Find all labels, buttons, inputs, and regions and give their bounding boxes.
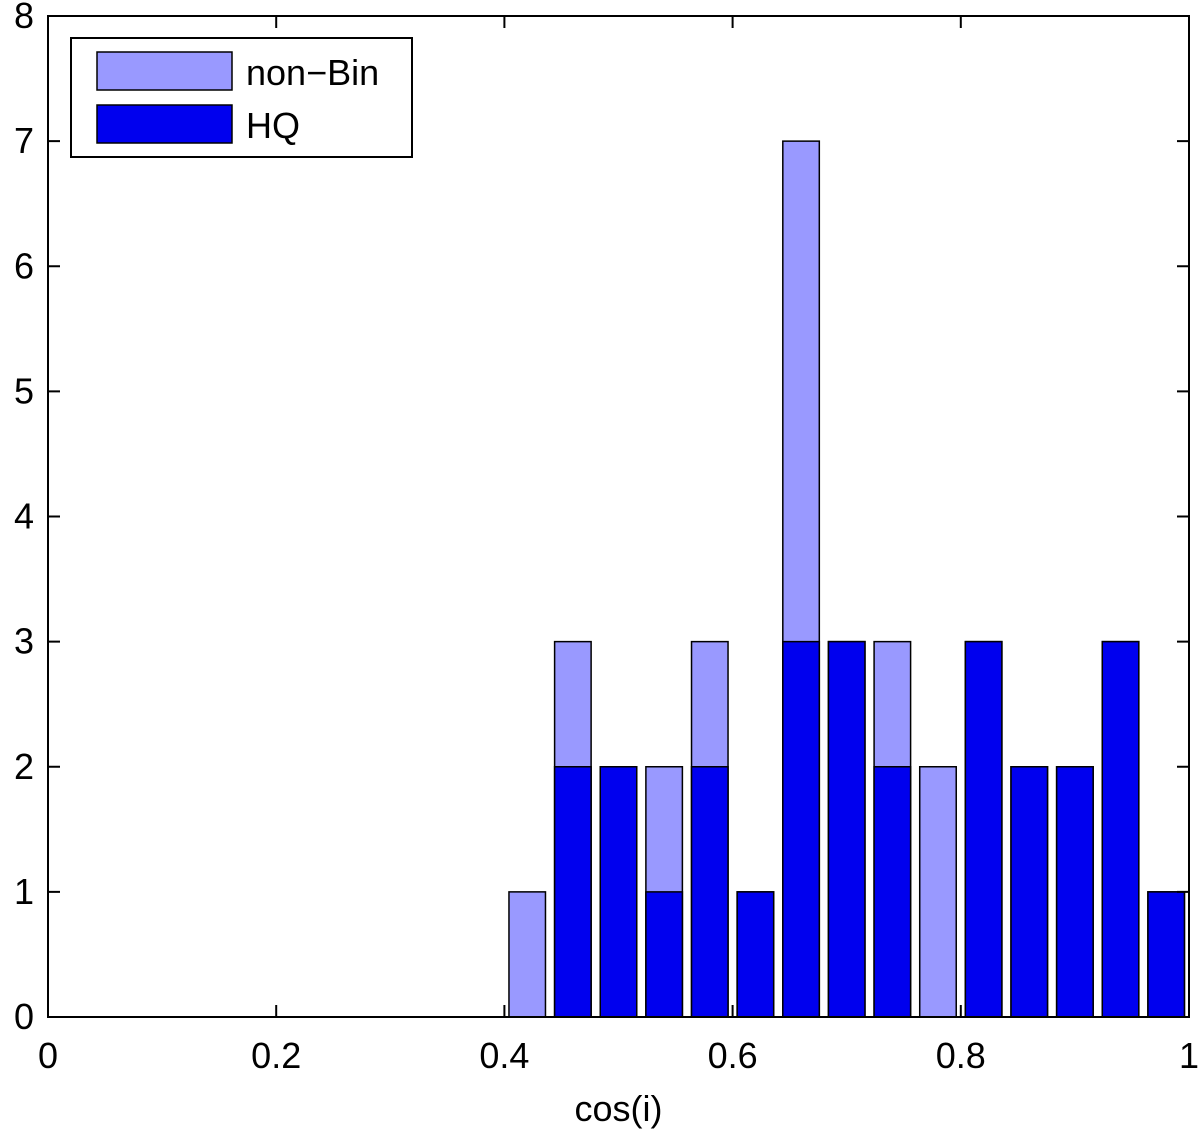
y-tick-label-0: 0 (14, 996, 34, 1037)
bar-hq-2 (599, 766, 638, 1018)
bar-hq-5 (736, 891, 775, 1018)
bar-hq-13 (1101, 640, 1140, 1018)
legend-swatch-non-bin (96, 51, 233, 91)
legend: non−Bin HQ (70, 37, 413, 158)
y-tick-label-6: 6 (14, 245, 34, 286)
y-tick-label-3: 3 (14, 621, 34, 662)
ticks-layer: 0 0.2 0.4 0.6 0.8 1 0 1 2 3 4 5 6 7 8 (14, 0, 1199, 1076)
y-tick-label-2: 2 (14, 746, 34, 787)
x-tick-label-1: 0.2 (251, 1035, 301, 1076)
y-tick-label-5: 5 (14, 370, 34, 411)
y-tick-label-8: 8 (14, 0, 34, 36)
y-tick-label-4: 4 (14, 496, 34, 537)
bar-hq-6 (782, 640, 821, 1018)
x-tick-label-5: 1 (1179, 1035, 1199, 1076)
legend-swatch-hq (96, 104, 233, 144)
bar-hq-3 (645, 891, 684, 1018)
bar-non-bin-0 (508, 891, 547, 1018)
bar-hq-14 (1147, 891, 1186, 1018)
bars-layer (508, 140, 1186, 1018)
x-tick-label-4: 0.8 (936, 1035, 986, 1076)
x-tick-label-3: 0.6 (708, 1035, 758, 1076)
bar-non-bin-9 (918, 766, 957, 1018)
bar-hq-1 (553, 766, 592, 1018)
x-tick-label-2: 0.4 (479, 1035, 529, 1076)
bar-hq-12 (1055, 766, 1094, 1018)
legend-label-hq: HQ (246, 105, 300, 146)
y-tick-label-1: 1 (14, 871, 34, 912)
x-tick-label-0: 0 (38, 1035, 58, 1076)
bar-hq-4 (690, 766, 729, 1018)
x-axis-label: cos(i) (575, 1088, 663, 1129)
bar-hq-10 (964, 640, 1003, 1018)
bar-hq-11 (1010, 766, 1049, 1018)
bar-hq-8 (873, 766, 912, 1018)
legend-label-non-bin: non−Bin (246, 52, 379, 93)
y-tick-label-7: 7 (14, 120, 34, 161)
bar-hq-7 (827, 640, 866, 1018)
